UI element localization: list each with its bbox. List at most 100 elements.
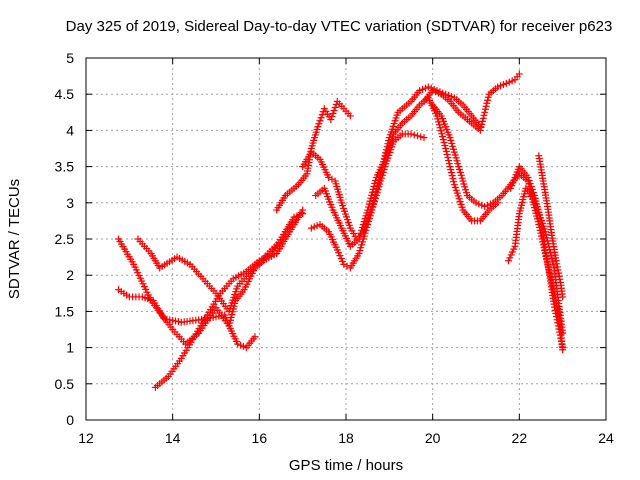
data-point-marker (369, 185, 377, 193)
data-point-marker (450, 178, 458, 186)
series-layer (115, 70, 567, 391)
data-point-marker (328, 113, 336, 121)
data-point-marker (553, 316, 561, 324)
satellite-track-9 (420, 70, 523, 134)
data-point-marker (407, 130, 415, 138)
data-point-marker (556, 331, 564, 339)
data-point-marker (482, 102, 490, 110)
data-point-marker (420, 134, 428, 142)
data-point-marker (476, 126, 484, 134)
data-point-marker (315, 120, 323, 128)
data-point-marker (316, 117, 324, 125)
data-point-marker (525, 176, 533, 184)
data-point-marker (554, 319, 562, 327)
data-point-marker (478, 120, 486, 128)
data-point-marker (481, 105, 489, 113)
data-point-marker (477, 123, 485, 131)
data-point-marker (555, 325, 563, 333)
x-axis-label: GPS time / hours (289, 457, 403, 474)
data-point-marker (554, 266, 562, 274)
data-point-marker (439, 136, 447, 144)
data-point-marker (550, 300, 558, 308)
data-point-marker (559, 344, 567, 352)
data-point-marker (317, 114, 325, 122)
data-point-marker (445, 160, 453, 168)
data-point-marker (559, 293, 567, 301)
x-tick-label: 12 (78, 430, 94, 446)
data-point-marker (481, 108, 489, 116)
x-tick-label: 20 (425, 430, 441, 446)
y-tick-label: 2 (66, 267, 74, 283)
data-point-marker (436, 124, 444, 132)
satellite-track-4 (151, 213, 302, 391)
y-axis-label: SDTVAR / TECUs (6, 179, 23, 299)
data-point-marker (438, 130, 446, 138)
data-point-marker (528, 186, 536, 194)
data-point-marker (364, 203, 372, 211)
data-point-marker (529, 189, 537, 197)
data-point-marker (446, 163, 454, 171)
y-tick-label: 2.5 (55, 231, 75, 247)
data-point-marker (444, 154, 452, 162)
y-tick-label: 0.5 (55, 376, 75, 392)
data-point-marker (371, 179, 379, 187)
y-tick-label: 1 (66, 340, 74, 356)
data-point-marker (410, 131, 418, 139)
satellite-track-11 (505, 184, 567, 354)
data-point-marker (330, 106, 338, 114)
data-point-marker (484, 96, 492, 104)
data-point-marker (370, 182, 378, 190)
y-tick-label: 4 (66, 122, 74, 138)
data-point-marker (439, 133, 447, 141)
data-point-marker (526, 179, 534, 187)
data-point-marker (442, 145, 450, 152)
data-point-marker (441, 142, 449, 150)
satellite-track-5 (273, 97, 354, 214)
data-point-marker (442, 148, 450, 156)
y-tick-label: 4.5 (55, 86, 75, 102)
y-tick-label: 3 (66, 195, 74, 211)
data-point-marker (515, 70, 523, 78)
x-tick-label: 16 (252, 430, 268, 446)
data-point-marker (447, 169, 455, 177)
data-point-marker (314, 123, 322, 131)
data-point-marker (483, 99, 491, 107)
data-point-marker (557, 337, 565, 345)
data-point-marker (556, 275, 564, 283)
chart-title: Day 325 of 2019, Sidereal Day-to-day VTE… (66, 18, 613, 35)
data-point-marker (480, 111, 488, 119)
data-point-marker (332, 100, 340, 108)
data-point-marker (554, 322, 562, 330)
data-point-marker (329, 110, 337, 118)
y-tick-label: 5 (66, 50, 74, 66)
data-point-marker (556, 328, 564, 336)
data-point-marker (443, 151, 451, 159)
y-tick-label: 3.5 (55, 159, 75, 175)
data-point-marker (327, 116, 335, 124)
data-point-marker (552, 313, 560, 321)
y-tick-label: 0 (66, 412, 74, 428)
data-point-marker (552, 309, 560, 317)
data-point-marker (555, 269, 563, 277)
data-point-marker (527, 183, 535, 191)
data-point-marker (251, 333, 259, 341)
data-point-marker (368, 191, 376, 199)
data-point-marker (479, 117, 486, 125)
data-point-marker (368, 188, 376, 196)
data-point-marker (417, 133, 425, 141)
satellite-track-10 (429, 101, 567, 337)
satellite-track-12 (535, 152, 567, 301)
data-point-marker (551, 303, 559, 311)
data-point-marker (558, 340, 566, 348)
data-point-marker (479, 114, 487, 122)
y-tick-label: 1.5 (55, 303, 75, 319)
data-point-marker (551, 306, 559, 314)
data-point-marker (328, 175, 336, 183)
satellite-track-1 (115, 235, 259, 352)
data-point-marker (553, 260, 561, 268)
data-point-marker (343, 262, 351, 270)
data-point-marker (365, 200, 373, 208)
satellite-track-13 (507, 163, 567, 352)
x-tick-label: 24 (598, 430, 614, 446)
x-tick-label: 14 (165, 430, 181, 446)
